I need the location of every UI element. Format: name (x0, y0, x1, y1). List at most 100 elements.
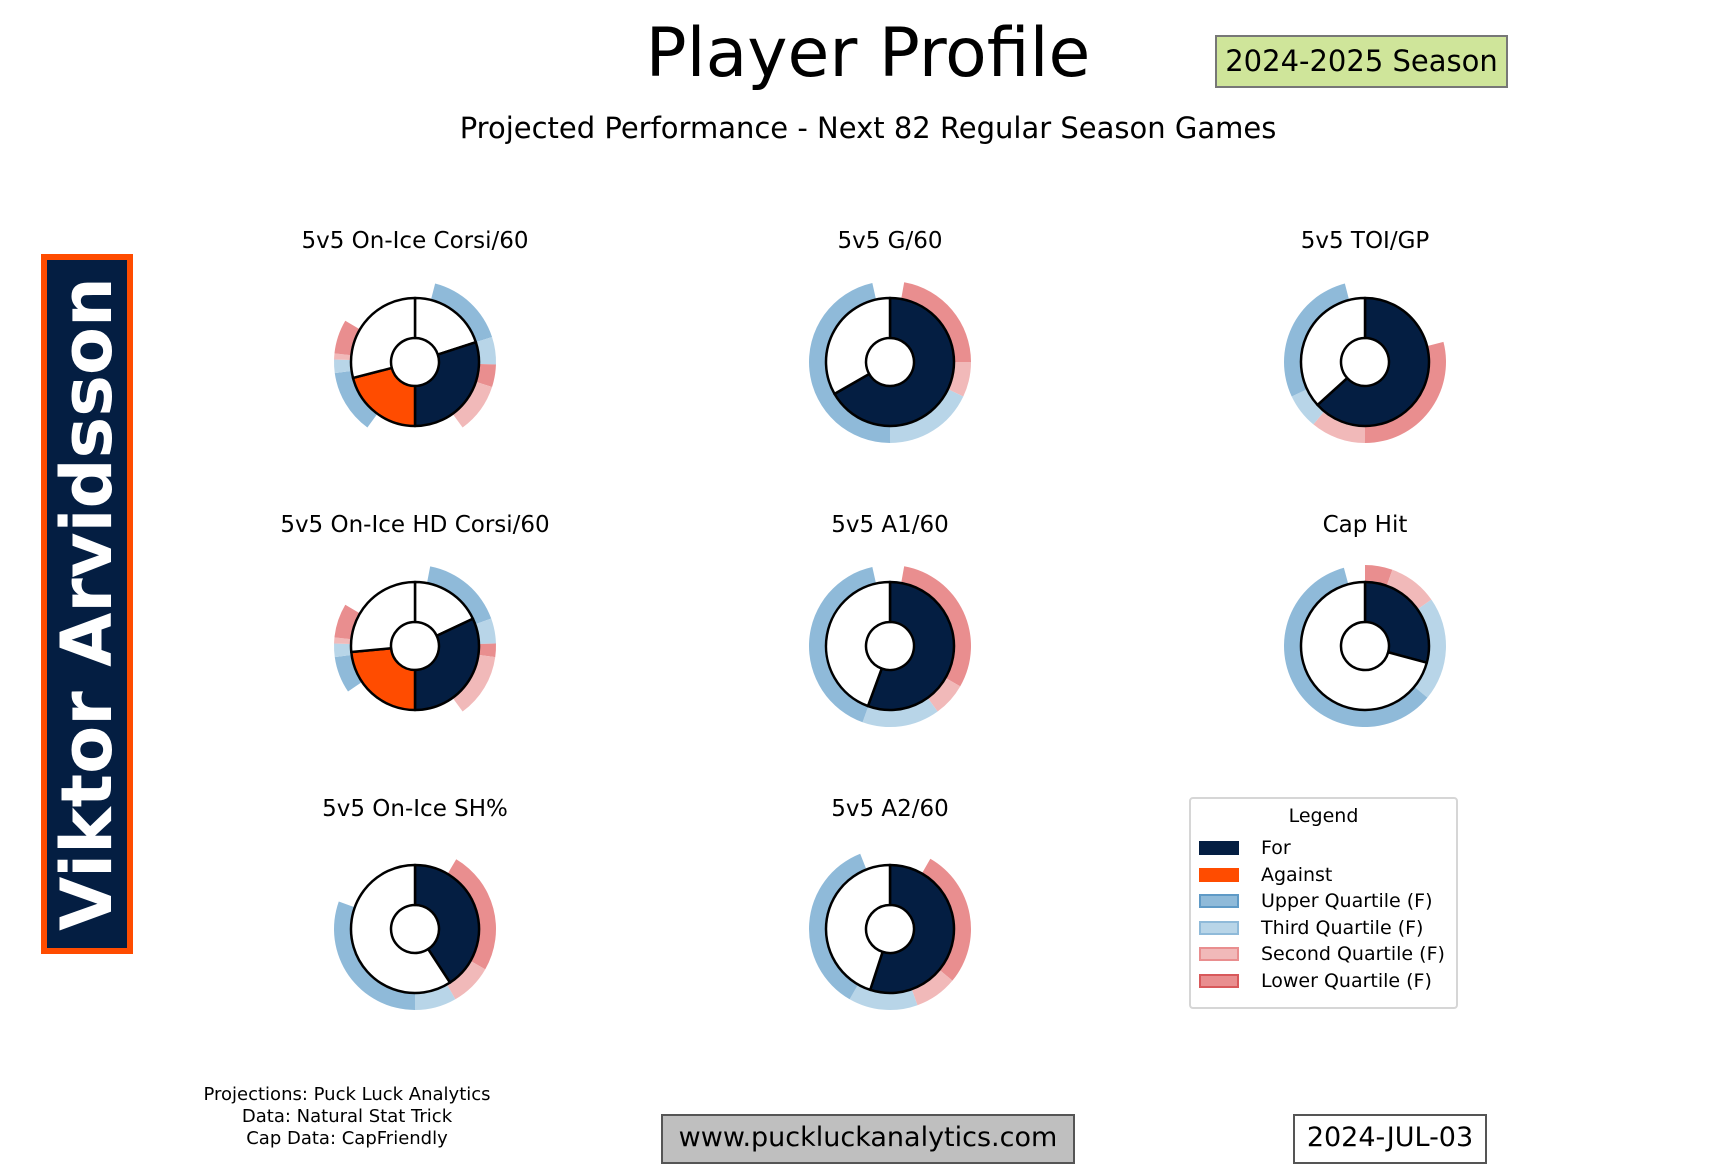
quartile-ring-segment-third (476, 336, 496, 365)
credit-data: Data: Natural Stat Trick (241, 1106, 453, 1127)
quartile-ring-segment-lower (448, 859, 497, 970)
wedge-against (351, 366, 417, 428)
quartile-ring-segment-second (948, 362, 971, 397)
quartile-ring-segment-lower (901, 282, 971, 362)
chart-title: 5v5 On-Ice SH% (322, 796, 508, 822)
quartile-ring-segment-second (453, 654, 496, 712)
legend-item-against: Against (1199, 864, 1332, 886)
quartile-ring-segment-second (334, 637, 351, 644)
quartile-ring-segment-third (334, 643, 351, 658)
quartile-ring-segment-second (447, 961, 486, 1000)
wedge-for (833, 296, 956, 428)
quartile-ring-segment-second (1313, 412, 1365, 443)
legend: Legend For Against Upper Quartile (F) Third… (1189, 797, 1458, 1009)
quartile-ring-segment-upper (334, 901, 415, 1010)
credit-cap-data: Cap Data: CapFriendly (246, 1128, 448, 1149)
data-credits: Projections: Puck Luck Analytics Data: N… (147, 1084, 547, 1150)
player-name-banner: Viktor Arvidsson (41, 254, 133, 954)
page-subtitle: Projected Performance - Next 82 Regular … (459, 111, 1277, 145)
quartile-ring-segment-upper (809, 282, 890, 443)
donut-chart: 5v5 On-Ice HD Corsi/60 (280, 512, 550, 712)
legend-item-second: Second Quartile (F) (1199, 943, 1445, 965)
quartile-ring-segment-lower (476, 364, 496, 388)
quartile-ring-segment-upper (334, 370, 377, 428)
donut-chart: 5v5 On-Ice Corsi/60 (301, 228, 529, 428)
quartile-ring-segment-lower (334, 604, 360, 640)
donut-chart: 5v5 On-Ice SH% (322, 796, 508, 1010)
quartile-ring-segment-upper (808, 566, 876, 723)
quartile-ring-segment-upper (809, 853, 867, 1000)
legend-label: Third Quartile (F) (1261, 916, 1424, 939)
quartile-ring-segment-second (928, 678, 961, 712)
wedge-for (413, 617, 481, 712)
legend-item-upper: Upper Quartile (F) (1199, 890, 1433, 912)
legend-swatch-third (1199, 920, 1239, 935)
chart-title: Cap Hit (1323, 512, 1408, 538)
quartile-ring-segment-upper (431, 283, 493, 342)
page-title: Player Profile (645, 14, 1091, 93)
quartile-ring-segment-lower (334, 320, 360, 356)
wedge-empty (349, 296, 417, 380)
quartile-ring-segment-second (334, 353, 351, 360)
wedge-empty (413, 296, 478, 356)
legend-item-lower: Lower Quartile (F) (1199, 970, 1432, 992)
legend-label: For (1261, 837, 1291, 859)
quartile-ring-segment-third (415, 985, 456, 1010)
chart-title: 5v5 TOI/GP (1301, 228, 1430, 254)
legend-swatch-upper (1199, 894, 1239, 908)
quartile-ring-segment-lower (901, 566, 971, 687)
donut-chart: 5v5 TOI/GP (1284, 228, 1446, 443)
quartile-ring-segment-third (334, 359, 351, 374)
legend-label: Lower Quartile (F) (1261, 969, 1432, 992)
legend-swatch-against (1199, 867, 1239, 882)
chart-title: 5v5 A2/60 (831, 796, 949, 822)
quartile-ring-segment-lower (1365, 565, 1393, 585)
donut-chart: Cap Hit (1284, 512, 1446, 727)
wedge-for (1316, 296, 1431, 428)
quartile-ring-segment-third (849, 985, 918, 1010)
wedge-against (350, 647, 417, 712)
donut-chart: 5v5 A1/60 (808, 512, 971, 727)
report-date: 2024-JUL-03 (1293, 1114, 1487, 1164)
wedge-empty (349, 863, 452, 995)
chart-title: 5v5 G/60 (837, 228, 942, 254)
legend-label: Upper Quartile (F) (1261, 890, 1433, 912)
quartile-ring-segment-upper (334, 654, 362, 692)
chart-title: 5v5 On-Ice HD Corsi/60 (280, 512, 549, 538)
quartile-ring-segment-third (476, 618, 496, 644)
wedge-empty (824, 580, 892, 708)
credit-projections: Projections: Puck Luck Analytics (203, 1084, 491, 1105)
legend-title: Legend (1288, 805, 1359, 827)
quartile-ring-segment-lower (1365, 341, 1446, 443)
quartile-ring-segment-third (1415, 599, 1446, 698)
chart-title: 5v5 A1/60 (831, 512, 949, 538)
quartile-ring-segment-second (1387, 569, 1432, 609)
quartile-ring-segment-third (1291, 389, 1324, 425)
quartile-ring-segment-upper (427, 566, 492, 624)
season-badge: 2024-2025 Season (1215, 35, 1508, 88)
wedge-empty (824, 296, 892, 396)
quartile-ring-segment-lower (922, 858, 972, 981)
quartile-ring-segment-lower (479, 643, 496, 658)
wedge-empty (1299, 296, 1367, 407)
legend-swatch-for (1199, 841, 1239, 855)
chart-title: 5v5 On-Ice Corsi/60 (301, 228, 528, 254)
donut-chart: 5v5 G/60 (809, 228, 971, 443)
legend-item-for: For (1199, 837, 1291, 859)
legend-label: Second Quartile (F) (1261, 943, 1445, 965)
quartile-ring-segment-upper (1284, 567, 1428, 727)
wedge-for (1363, 580, 1431, 664)
quartile-ring-segment-third (862, 698, 938, 727)
wedge-empty (349, 580, 417, 654)
website-link[interactable]: www.puckluckanalytics.com (661, 1114, 1075, 1164)
wedge-for (413, 340, 481, 428)
quartile-ring-segment-second (912, 970, 953, 1006)
quartile-ring-segment-second (453, 382, 493, 428)
legend-swatch-lower (1199, 973, 1239, 988)
donut-chart: 5v5 A2/60 (809, 796, 972, 1010)
quartile-ring-segment-third (890, 389, 964, 443)
legend-swatch-second (1199, 947, 1239, 961)
legend-item-third: Third Quartile (F) (1199, 917, 1423, 939)
legend-label: Against (1261, 863, 1333, 886)
